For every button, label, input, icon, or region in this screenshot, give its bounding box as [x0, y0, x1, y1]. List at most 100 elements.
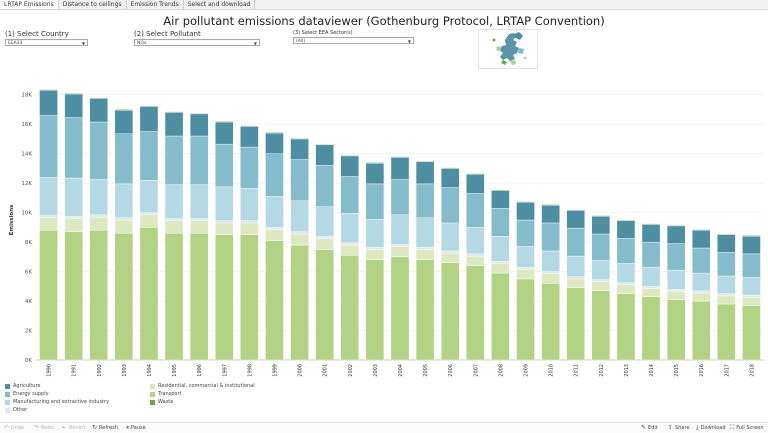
bar-segment [566, 255, 585, 277]
bar-segment [566, 209, 585, 211]
bar-segment [189, 112, 209, 115]
sector-select[interactable]: (All) ▼ [293, 37, 414, 44]
tab-distance-to-ceilings[interactable]: Distance to ceilings [59, 0, 127, 9]
undo-button[interactable]: ↶ Undo [4, 423, 24, 433]
bar-segment [89, 121, 108, 180]
undo-label: Undo [11, 425, 25, 431]
bar-segment [541, 222, 560, 252]
fullscreen-label: Full Screen [736, 425, 764, 431]
bar-segment [717, 293, 736, 297]
bar-segment [415, 249, 435, 260]
x-tick-label: 2007 [473, 364, 479, 377]
download-button[interactable]: ⤓ Download [696, 423, 726, 433]
bar-segment [692, 292, 711, 302]
bar-segment [541, 250, 560, 272]
bar-segment [139, 106, 159, 132]
legend-item-waste[interactable]: Waste [150, 399, 173, 405]
legend-item-agriculture[interactable]: Agriculture [5, 383, 41, 389]
y-axis-label: Emissions [9, 204, 15, 236]
tab-select-and-download[interactable]: Select and download [184, 0, 256, 9]
bar-segment [491, 263, 510, 274]
redo-icon: ↷ [34, 424, 40, 431]
x-tick-label: 2017 [724, 364, 730, 377]
bar-segment [290, 159, 309, 202]
x-tick-label: 2003 [373, 364, 379, 377]
undo-icon: ↶ [4, 424, 10, 431]
x-tick-label: 2000 [298, 364, 304, 377]
bar-segment [541, 283, 560, 361]
legend-swatch [5, 399, 10, 405]
bar-segment [466, 227, 485, 255]
bar-segment [466, 193, 485, 228]
download-icon: ⤓ [696, 424, 699, 431]
bar-segment [466, 173, 485, 175]
bar-segment [265, 196, 284, 228]
bar-segment [89, 214, 108, 218]
edit-button[interactable]: ✎ Edit [641, 423, 658, 433]
x-tick-label: 2002 [348, 364, 354, 377]
country-filter-label: (1) Select Country [5, 30, 69, 38]
bar-segment [616, 293, 636, 361]
bar-segment [89, 98, 108, 123]
bar-segment [315, 238, 334, 250]
redo-button[interactable]: ↷ Redo [34, 423, 54, 433]
sector-select-value: (All) [296, 39, 306, 44]
bar-segment [541, 273, 560, 284]
bar-segment [641, 223, 661, 225]
bar-segment [164, 233, 184, 361]
europe-map[interactable] [478, 29, 538, 69]
bar-segment [39, 89, 58, 91]
bar-segment [365, 259, 385, 361]
bar-segment [742, 305, 761, 361]
bar-segment [315, 206, 334, 237]
country-select[interactable]: EEA33 ▼ [5, 39, 88, 46]
legend-item-transport[interactable]: Transport [150, 391, 181, 397]
europe-map-icon [492, 32, 527, 65]
bar-segment [742, 294, 761, 298]
bar-segment [365, 219, 385, 248]
bar-segment [240, 126, 259, 148]
bar-segment [491, 189, 510, 191]
tab-lrtap-emissions[interactable]: LRTAP Emissions [0, 0, 59, 9]
pollutant-select[interactable]: NOx ▼ [134, 39, 260, 46]
bar-segment [466, 253, 485, 257]
bar-segment [139, 227, 159, 361]
bar-segment [215, 143, 234, 188]
bar-segment [189, 233, 209, 361]
legend-item-energy-supply[interactable]: Energy supply [5, 391, 49, 397]
bar-segment [114, 217, 134, 221]
bar-segment [39, 90, 58, 116]
x-tick-label: 1998 [247, 364, 253, 377]
bar-segment [566, 287, 585, 361]
share-button[interactable]: ⇪ Share [668, 423, 689, 433]
bar-segment [666, 225, 686, 244]
bar-segment [541, 204, 560, 206]
bar-segment [666, 224, 686, 227]
revert-button[interactable]: ⇤ Revert [62, 423, 85, 433]
bar-segment [114, 109, 134, 111]
bar-segment [566, 210, 585, 229]
bar-segment [616, 284, 636, 294]
chevron-down-icon: ▼ [407, 39, 411, 44]
refresh-button[interactable]: ↻ Refresh [92, 423, 118, 433]
legend-item-residential[interactable]: Residential, commercial & institutional [150, 383, 255, 389]
bar-segment [666, 269, 686, 290]
bar-segment [516, 202, 535, 221]
fullscreen-button[interactable]: ⛶ Full Screen [730, 423, 764, 433]
pause-button[interactable]: ⏸ Pause [126, 423, 146, 433]
bar-segment [340, 213, 360, 244]
x-tick-label: 2016 [699, 364, 705, 377]
legend-label: Transport [158, 391, 182, 397]
legend-item-other[interactable]: Other [5, 407, 27, 413]
tab-emission-trends[interactable]: Emission Trends [127, 0, 184, 9]
page-title: Air pollutant emissions dataviewer (Goth… [163, 14, 605, 28]
bar-segment [666, 289, 686, 292]
bar-segment [315, 165, 334, 207]
bar-segment [164, 218, 184, 221]
bar-segment [64, 177, 83, 217]
bar-segment [215, 121, 234, 145]
bar-segment [189, 113, 209, 137]
edit-label: Edit [648, 425, 658, 431]
bar-segment [516, 269, 535, 280]
legend-item-manufacturing[interactable]: Manufacturing and extractive industry [5, 399, 109, 405]
